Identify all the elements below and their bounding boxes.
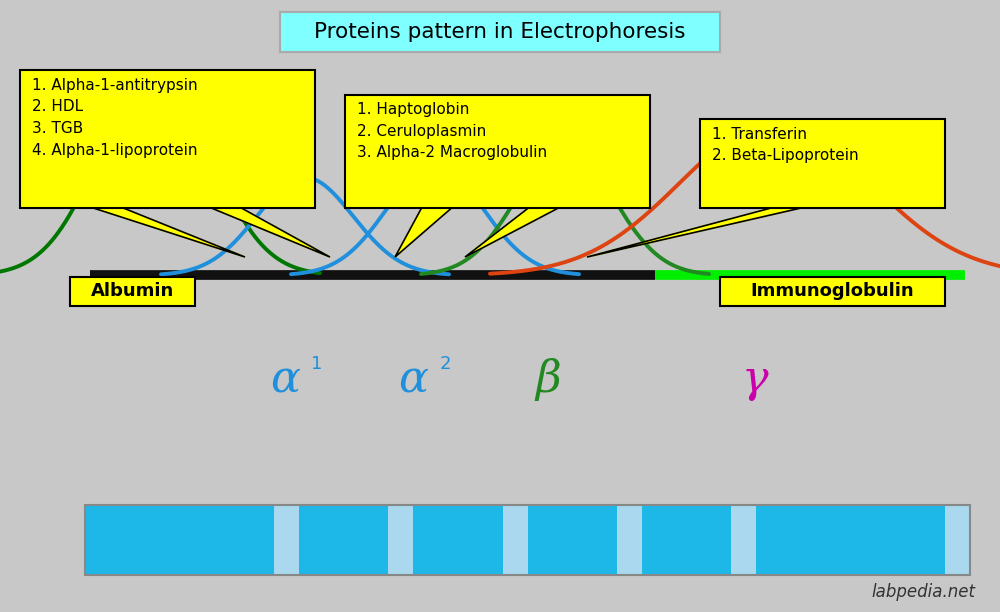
Bar — [413, 505, 503, 575]
FancyBboxPatch shape — [720, 277, 945, 306]
Bar — [388, 505, 413, 575]
Bar — [85, 505, 274, 575]
Bar — [756, 505, 945, 575]
Bar — [503, 505, 528, 575]
Polygon shape — [211, 208, 330, 257]
Text: 2: 2 — [439, 355, 451, 373]
Text: β: β — [535, 358, 561, 401]
Text: α: α — [398, 358, 428, 401]
Bar — [945, 505, 970, 575]
FancyBboxPatch shape — [70, 277, 195, 306]
Text: 1. Transferin
2. Beta-Lipoprotein: 1. Transferin 2. Beta-Lipoprotein — [712, 127, 859, 163]
Bar — [528, 505, 617, 575]
Text: 1: 1 — [311, 355, 323, 373]
Text: 1. Alpha-1-antitrypsin
2. HDL
3. TGB
4. Alpha-1-lipoprotein: 1. Alpha-1-antitrypsin 2. HDL 3. TGB 4. … — [32, 78, 198, 157]
Text: α: α — [270, 358, 300, 401]
FancyBboxPatch shape — [345, 95, 650, 208]
FancyBboxPatch shape — [280, 12, 720, 52]
Text: Albumin: Albumin — [91, 282, 174, 300]
Bar — [617, 505, 642, 575]
Bar — [299, 505, 388, 575]
Bar — [274, 505, 299, 575]
Text: labpedia.net: labpedia.net — [871, 583, 975, 601]
Polygon shape — [587, 208, 801, 257]
Bar — [85, 505, 970, 575]
Text: 1. Haptoglobin
2. Ceruloplasmin
3. Alpha-2 Macroglobulin: 1. Haptoglobin 2. Ceruloplasmin 3. Alpha… — [357, 102, 547, 160]
FancyBboxPatch shape — [700, 119, 945, 208]
Bar — [642, 505, 731, 575]
Bar — [85, 505, 970, 575]
Text: Immunoglobulin: Immunoglobulin — [751, 282, 914, 300]
Bar — [731, 505, 756, 575]
Polygon shape — [465, 208, 558, 257]
Text: Proteins pattern in Electrophoresis: Proteins pattern in Electrophoresis — [314, 22, 686, 42]
Polygon shape — [94, 208, 245, 257]
Text: γ: γ — [742, 358, 768, 401]
Polygon shape — [395, 208, 452, 257]
FancyBboxPatch shape — [20, 70, 315, 208]
